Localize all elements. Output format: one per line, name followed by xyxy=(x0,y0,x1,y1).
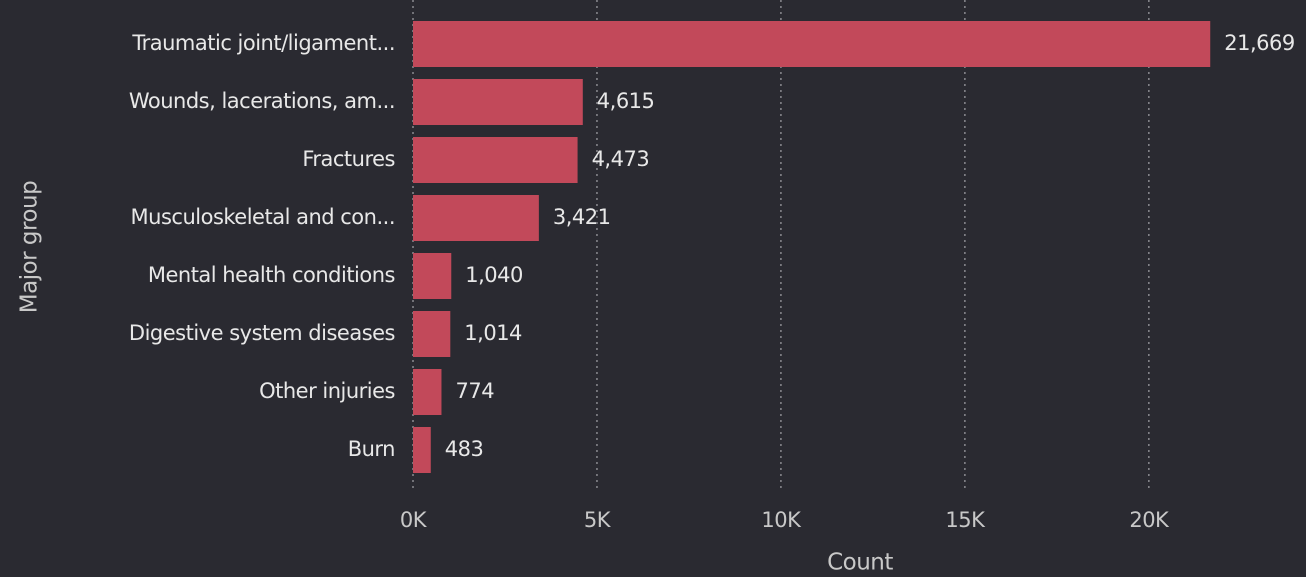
y-axis-title: Major group xyxy=(17,181,43,313)
y-tick-label: Wounds, lacerations, am... xyxy=(129,89,395,113)
bar xyxy=(413,253,452,299)
bar xyxy=(413,195,539,241)
bar xyxy=(413,311,451,357)
data-label: 774 xyxy=(455,379,494,403)
data-label: 1,040 xyxy=(465,263,523,287)
data-label: 1,014 xyxy=(464,321,522,345)
data-label: 4,473 xyxy=(592,147,650,171)
bar xyxy=(413,369,442,415)
bar xyxy=(413,79,583,125)
x-tick-label: 20K xyxy=(1129,508,1170,532)
x-tick-label: 0K xyxy=(400,508,428,532)
x-tick-label: 5K xyxy=(584,508,612,532)
x-tick-label: 10K xyxy=(761,508,802,532)
data-label: 21,669 xyxy=(1224,31,1294,55)
y-tick-label: Digestive system diseases xyxy=(129,321,395,345)
y-tick-label: Other injuries xyxy=(259,379,395,403)
x-tick-label: 15K xyxy=(945,508,986,532)
y-tick-label: Burn xyxy=(348,437,395,461)
bar xyxy=(413,21,1211,67)
y-tick-label: Mental health conditions xyxy=(148,263,395,287)
data-label: 483 xyxy=(445,437,484,461)
y-tick-label: Fractures xyxy=(302,147,395,171)
bar xyxy=(413,427,431,473)
bar xyxy=(413,137,578,183)
data-label: 4,615 xyxy=(597,89,655,113)
x-axis-title: Count xyxy=(827,550,893,576)
y-tick-label: Traumatic joint/ligament... xyxy=(131,31,395,55)
y-tick-label: Musculoskeletal and con... xyxy=(131,205,395,229)
data-label: 3,421 xyxy=(553,205,611,229)
